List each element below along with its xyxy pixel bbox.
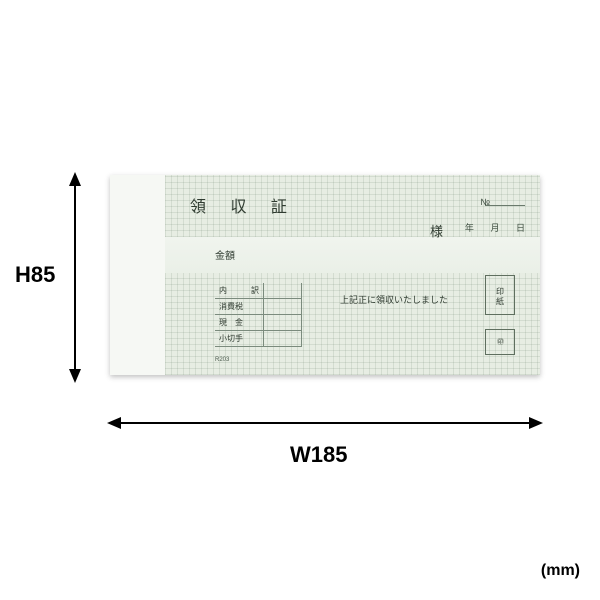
width-label: W185 [290, 442, 347, 468]
recipient-suffix: 様 [430, 221, 445, 240]
form-code: R203 [215, 357, 229, 363]
date-year: 年 [465, 221, 474, 234]
revenue-stamp-label: 印紙 [494, 287, 506, 308]
height-dimension-arrow [60, 170, 90, 385]
number-underline [485, 205, 525, 206]
seal-label: ㊞ [497, 337, 504, 347]
receipt: 領 収 証 № 様 年 月 日 金額 上記正に領収いたしました 印紙 ㊞ 内 訳… [110, 175, 540, 375]
unit-label: (mm) [541, 562, 580, 580]
height-label: H85 [15, 262, 55, 288]
row-label: 現 金 [215, 315, 264, 331]
date-day: 日 [516, 221, 525, 234]
figure-canvas: 領 収 証 № 様 年 月 日 金額 上記正に領収いたしました 印紙 ㊞ 内 訳… [0, 0, 600, 600]
amount-label: 金額 [215, 247, 235, 262]
row-label: 内 訳 [215, 283, 264, 299]
row-label: 消費税 [215, 299, 264, 315]
confirmation-text: 上記正に領収いたしました [340, 293, 448, 306]
receipt-title: 領 収 証 [190, 193, 297, 217]
width-dimension-arrow [105, 408, 545, 438]
row-label: 小切手 [215, 331, 264, 347]
breakdown-table: 内 訳 消費税 現 金 小切手 [215, 283, 302, 347]
date-line: 年 月 日 [451, 221, 525, 234]
date-month: 月 [490, 221, 499, 234]
receipt-stub [110, 175, 165, 375]
